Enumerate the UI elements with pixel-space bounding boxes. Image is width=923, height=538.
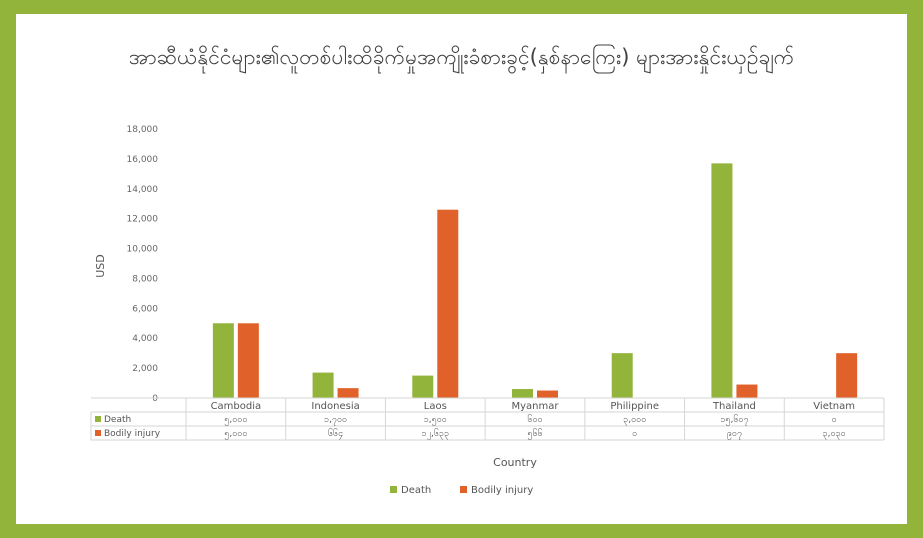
bar-death (512, 389, 533, 398)
bar-death (212, 323, 234, 398)
table-series-label: Bodily injury (104, 429, 161, 439)
table-cell-value: ၀ (832, 415, 837, 425)
legend-label: Bodily injury (471, 485, 533, 496)
table-cell-value: ၁၅,၆၀၇ (720, 414, 748, 426)
y-tick-label: 10,000 (127, 245, 159, 255)
table-cell-value: ၅၆၆ (527, 428, 542, 440)
y-tick-label: 2,000 (132, 364, 158, 374)
table-legend-key (95, 416, 101, 422)
y-tick-label: 16,000 (127, 155, 159, 165)
table-cell-value: ၃,၀၀၀ (623, 415, 646, 426)
table-cell-value: ၉၀၇ (727, 429, 742, 440)
category-label: Laos (424, 401, 447, 412)
chart-title: အာဆီယံနိုင်ငံများ၏လူတစ်ပါးထိခိုက်မှုအကျိ… (128, 45, 795, 69)
bar-bodily-injury (337, 388, 359, 398)
y-tick-label: 18,000 (127, 125, 159, 135)
table-cell-value: ၆၀၀ (527, 414, 542, 425)
bar-death (312, 372, 334, 398)
table-cell-value: ၁,၅၀၀ (424, 415, 447, 426)
category-label: Myanmar (512, 401, 560, 412)
y-tick-label: 12,000 (127, 215, 159, 225)
table-cell-value: ၅,၀၀၀ (224, 415, 247, 426)
bar-death (711, 163, 733, 398)
table-cell-value: ၆၆၄ (328, 428, 343, 440)
category-label: Cambodia (211, 401, 262, 412)
bar-bodily-injury (836, 353, 858, 398)
table-legend-key (95, 430, 101, 436)
y-tick-label: 4,000 (132, 334, 158, 344)
x-axis-title: Country (493, 456, 537, 469)
table-series-label: Death (104, 415, 131, 425)
bar-bodily-injury (237, 323, 259, 398)
bar-chart: 0 2,000 4,000 6,000 8,000 10,000 12,000 14,000 1… (90, 125, 885, 496)
category-label: Indonesia (311, 401, 359, 412)
table-cell-value: ၁,၇၀၀ (324, 415, 347, 426)
legend-label: Death (401, 485, 431, 496)
y-tick-label: 8,000 (132, 274, 158, 284)
legend-key (460, 486, 467, 493)
bar-bodily-injury (437, 209, 459, 398)
table-cell-value: ၀ (632, 429, 637, 439)
bar-bodily-injury (736, 384, 758, 398)
bar-death (611, 353, 633, 398)
y-tick-label: 14,000 (127, 185, 159, 195)
y-tick-label: 6,000 (132, 304, 158, 314)
y-tick-label: 0 (152, 394, 158, 404)
y-axis-title: USD (94, 254, 107, 278)
category-label: Philippine (610, 401, 659, 412)
bar-bodily-injury (537, 390, 558, 398)
bar-death (412, 375, 434, 398)
category-label: Thailand (712, 401, 756, 412)
table-cell-value: ၃,၀၃၀ (823, 429, 846, 440)
table-cell-value: ၁၂,၆၃၃ (422, 428, 450, 440)
legend-key (390, 486, 397, 493)
chart-frame: အာဆီယံနိုင်ငံများ၏လူတစ်ပါးထိခိုက်မှုအကျိ… (16, 14, 907, 524)
category-label: Vietnam (813, 401, 855, 412)
table-cell-value: ၅,၀၀၀ (224, 429, 247, 440)
